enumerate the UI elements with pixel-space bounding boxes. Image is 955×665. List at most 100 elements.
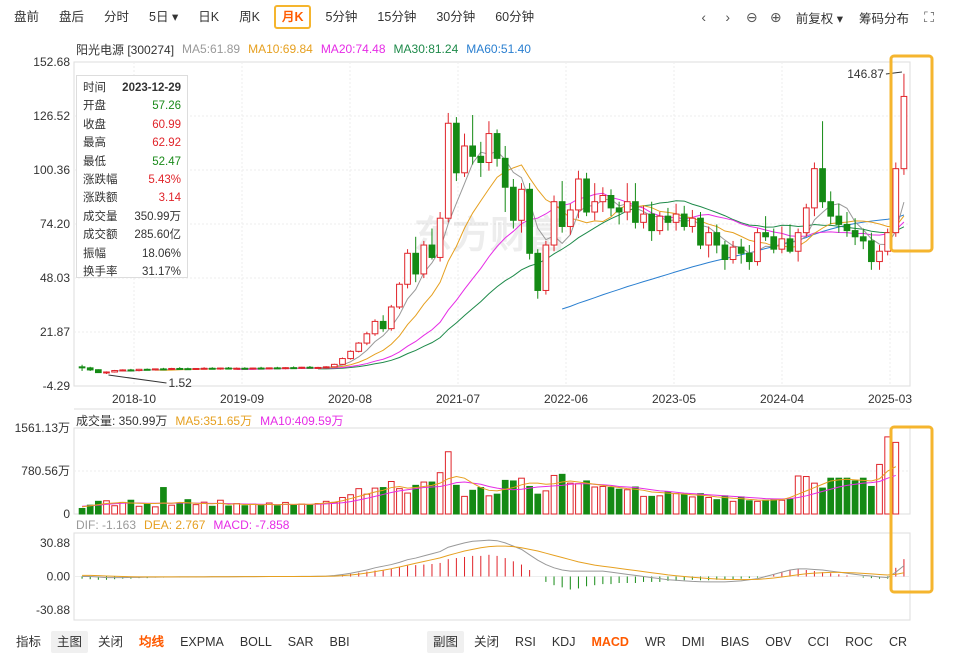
volume-bar [176, 503, 184, 515]
volume-bar [469, 489, 477, 515]
indicator-sub-11[interactable]: CR [888, 635, 907, 649]
tooltip-value: 5.43% [148, 173, 181, 186]
volume-tick-label: 0 [63, 507, 70, 521]
period-tab-0[interactable]: 盘前 [14, 10, 40, 24]
candle-body [591, 201, 599, 213]
next-arrow-icon[interactable]: › [725, 9, 731, 25]
tooltip-value: 350.99万 [134, 210, 181, 223]
volume-bar [265, 502, 273, 515]
volume-legend: 成交量: 350.99万 MA5:351.65万 MA10:409.59万 [76, 412, 351, 428]
indicator-sub-4[interactable]: MACD [591, 635, 629, 649]
candle-body [762, 232, 769, 238]
kline-chart[interactable]: 152.68 126.52 100.36 74.20 48.03 21.87 -4.29 20… [0, 0, 955, 630]
candle-body [257, 367, 265, 370]
chip-distribution-button[interactable]: 筹码分布 [858, 11, 909, 26]
indicator-main-0[interactable]: 指标 [16, 635, 42, 649]
price-tick-label: 48.03 [40, 271, 70, 285]
candle-body [453, 122, 460, 174]
candle-body [737, 246, 745, 254]
indicator-main-1[interactable]: 主图 [51, 631, 89, 653]
indicator-main-5[interactable]: BOLL [239, 635, 272, 649]
candle-body [876, 250, 883, 263]
indicator-sub-1[interactable]: 关闭 [473, 635, 499, 649]
tooltip-row: 涨跌额 3.14 [83, 189, 181, 207]
candle-body [680, 213, 688, 227]
period-tab-6[interactable]: 月K [273, 5, 312, 29]
zoom-out-icon[interactable]: ⊖ [745, 8, 758, 25]
time-tick-label: 2023-05 [652, 392, 696, 406]
indicator-sub-3[interactable]: KDJ [551, 635, 576, 649]
volume-bar [778, 499, 786, 515]
candle-body [404, 252, 411, 285]
candle-body [802, 207, 810, 234]
indicator-sub-10[interactable]: ROC [845, 635, 873, 649]
candle-body [469, 145, 477, 157]
tooltip-value: 52.47 [152, 155, 181, 168]
period-tab-8[interactable]: 15分钟 [377, 10, 417, 24]
candle-body [729, 246, 737, 260]
tooltip-key: 换手率 [83, 265, 118, 278]
tooltip-key: 成交额 [83, 229, 118, 242]
volume-bar [745, 500, 753, 515]
volume-bar [575, 483, 582, 515]
period-tab-9[interactable]: 30分钟 [436, 10, 476, 24]
candle-body [200, 367, 208, 370]
period-tab-1[interactable]: 盘后 [59, 10, 85, 24]
period-tab-2[interactable]: 分时 [104, 10, 130, 24]
indicator-sub-0[interactable]: 副图 [426, 631, 464, 653]
price-tick-label: 152.68 [33, 55, 70, 69]
tooltip-row: 换手率 31.17% [83, 263, 181, 281]
candle-body [640, 213, 647, 223]
indicator-main-2[interactable]: 关闭 [98, 635, 124, 649]
candle-body [217, 367, 224, 370]
indicator-main-6[interactable]: SAR [287, 635, 314, 649]
candle-body [534, 252, 542, 291]
indicator-sub-5[interactable]: WR [644, 635, 666, 649]
fullscreen-icon[interactable]: ⛶ [924, 8, 934, 25]
ma60-label: MA60:51.40 [466, 42, 531, 56]
indicator-sub-2[interactable]: RSI [515, 635, 536, 649]
period-tab-10[interactable]: 60分钟 [495, 10, 535, 24]
indicator-sub-6[interactable]: DMI [681, 635, 705, 649]
candle-body [689, 217, 696, 227]
prev-arrow-icon[interactable]: ‹ [701, 9, 707, 25]
candle-body [396, 283, 403, 308]
volume-bar [770, 499, 778, 515]
candle-body [566, 209, 574, 227]
indicator-sub-7[interactable]: BIAS [720, 635, 750, 649]
indicator-main-3[interactable]: 均线 [139, 635, 165, 649]
volume-bar [78, 507, 86, 515]
indicator-main-7[interactable]: BBI [329, 635, 350, 649]
period-tab-5[interactable]: 周K [239, 10, 260, 24]
volume-bar [607, 487, 615, 515]
candle-body [778, 238, 786, 250]
volume-bar [591, 486, 599, 515]
volume-bar [192, 504, 200, 515]
highlight-box-indicators [889, 425, 934, 594]
stock-name: 阳光电源 [300274] [76, 42, 175, 57]
volume-bar [119, 501, 127, 515]
candle-body [599, 195, 607, 203]
period-tab-7[interactable]: 5分钟 [325, 10, 358, 24]
adjust-dropdown[interactable]: 前复权 ▾ [795, 11, 843, 26]
tooltip-value: 31.17% [141, 265, 181, 278]
volume-bar [542, 490, 550, 515]
indicator-bar: 指标 主图 关闭 均线 EXPMA BOLL SAR BBI 副图 关闭 RSI KDJ MACD WR D… [0, 630, 955, 654]
tooltip-key: 涨跌额 [83, 192, 118, 205]
indicator-sub-8[interactable]: OBV [765, 635, 792, 649]
zoom-in-icon[interactable]: ⊕ [769, 8, 782, 25]
volume-bar [160, 487, 167, 515]
ma10-label: MA10:69.84 [248, 42, 313, 56]
volume-bar [404, 492, 411, 515]
period-tab-4[interactable]: 日K [198, 10, 220, 24]
indicator-sub-9[interactable]: CCI [807, 635, 830, 649]
period-tab-3[interactable]: 5日 ▾ [149, 10, 179, 24]
volume-bar [86, 504, 94, 515]
volume-bar [640, 495, 647, 515]
indicator-main-4[interactable]: EXPMA [180, 635, 224, 649]
volume-bar [615, 488, 623, 515]
volume-bar [420, 481, 428, 515]
candle-body [754, 232, 761, 263]
toolbar-right: ‹ › ⊖ ⊕ 前复权 ▾ 筹码分布 ⛶ [692, 0, 955, 34]
volume-bar [111, 505, 118, 515]
